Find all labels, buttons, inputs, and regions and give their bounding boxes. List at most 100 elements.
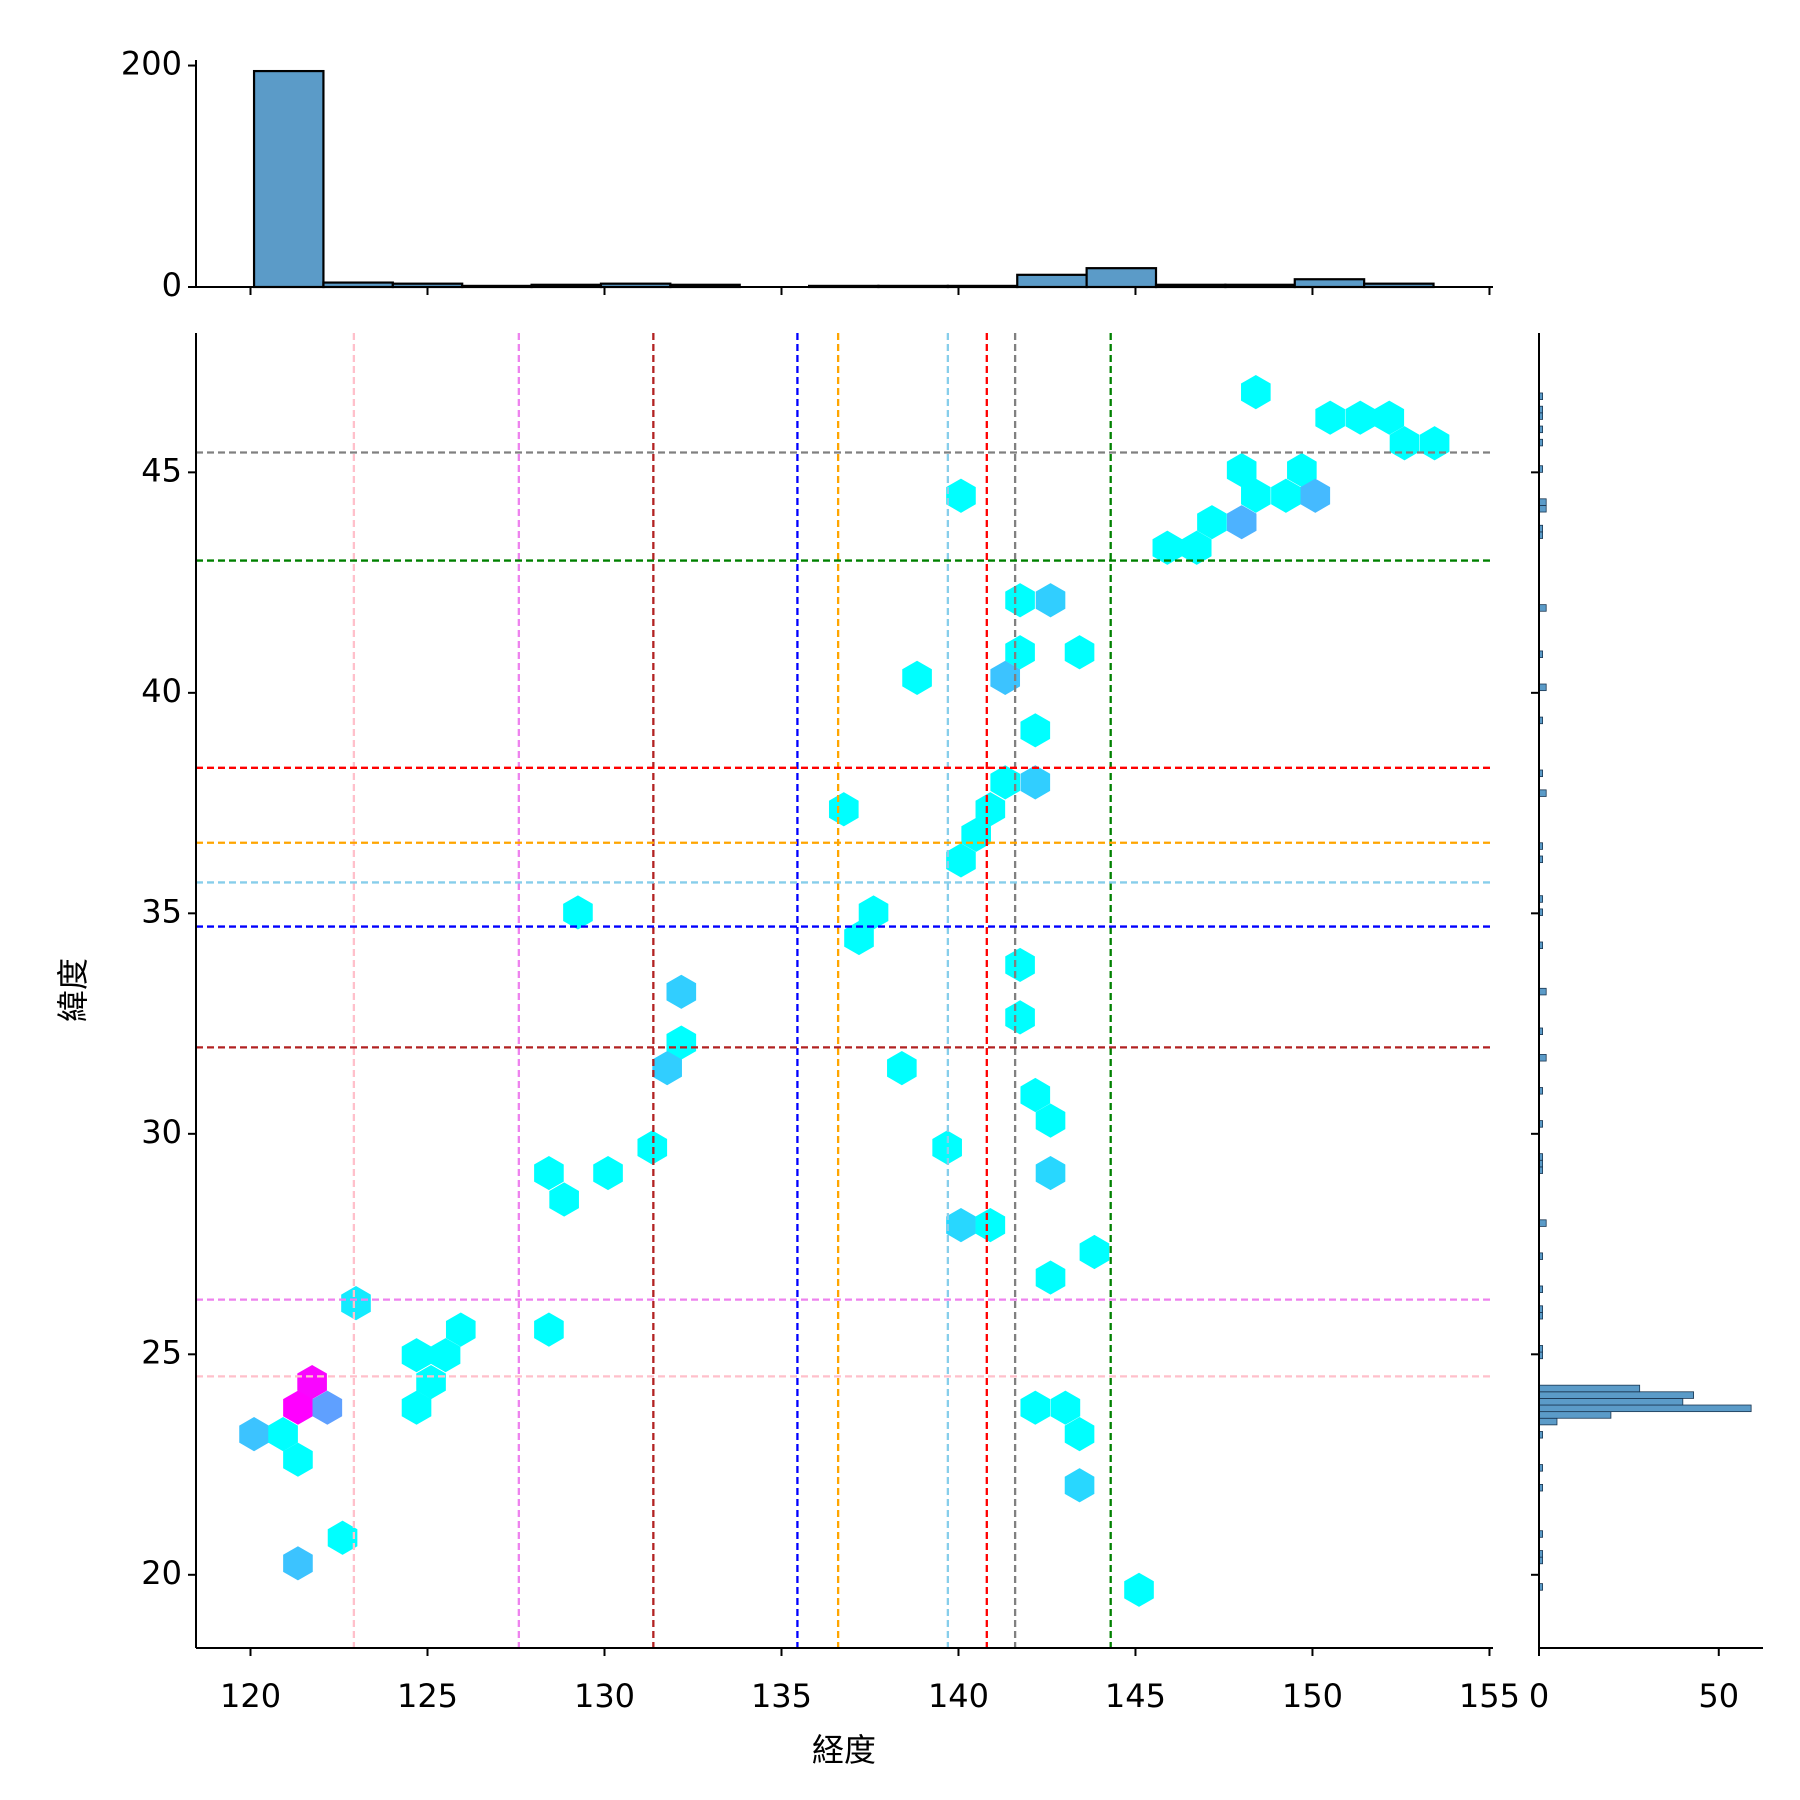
histogram-bar: [1538, 683, 1547, 692]
hexbin-cell: [946, 478, 976, 513]
hexbin-cell: [1300, 478, 1331, 513]
hexbin-cell: [593, 1155, 623, 1191]
hexbin-cell: [430, 1338, 461, 1373]
hexbin-cell: [652, 1051, 682, 1086]
hexbin-cell: [297, 1364, 327, 1400]
y-axis-label: 緯度: [54, 958, 92, 1022]
hexbin-cell: [1050, 1390, 1081, 1425]
hexbin-cell: [268, 1417, 298, 1452]
hexbin-cell: [666, 974, 697, 1009]
hexbin-cell: [1005, 1000, 1035, 1035]
histogram-bar: [1538, 505, 1547, 513]
hexbin-cell: [1064, 1468, 1095, 1503]
hexbin-cell: [1005, 635, 1035, 670]
x-tick-label: 135: [751, 1677, 812, 1715]
hexbin-cell: [1020, 765, 1051, 800]
histogram-bar: [252, 69, 325, 289]
histogram-bar: [1538, 1411, 1612, 1419]
hexbin-cell: [828, 792, 859, 827]
histogram-bar: [1538, 987, 1547, 996]
y-tick-label: 20: [141, 1554, 182, 1592]
hexbin-cell: [1064, 635, 1095, 670]
hexbin-cell: [534, 1312, 564, 1347]
histogram-bar: [1538, 1404, 1752, 1413]
hexbin-cell: [946, 843, 976, 878]
histogram-bar: [1538, 1398, 1684, 1406]
x-tick-label: 0: [1529, 1677, 1549, 1715]
hexbin-cell: [666, 1025, 697, 1060]
y-tick-label: 40: [141, 672, 182, 710]
y-tick-label: 25: [141, 1333, 182, 1371]
hexbin-cell: [1035, 1103, 1066, 1138]
x-tick-label: 125: [397, 1677, 458, 1715]
x-tick-label: 130: [574, 1677, 635, 1715]
hexbin-cell: [975, 792, 1006, 827]
hexbin-cell: [1287, 453, 1317, 488]
x-axis-label: 経度: [812, 1731, 876, 1769]
histogram-bar: [1538, 1384, 1641, 1393]
histogram-bar: [1538, 1417, 1558, 1426]
hexbin-cell: [1374, 400, 1405, 435]
hexbin-cell: [1124, 1572, 1154, 1607]
hexbin-cell: [1241, 478, 1271, 513]
hexbin-cell: [990, 765, 1021, 800]
hexbin-cell: [445, 1312, 476, 1347]
hexbin-cell: [858, 895, 889, 930]
hexbin-cell: [563, 895, 593, 930]
histogram-bar: [1293, 278, 1366, 289]
hexbin-cell: [1005, 947, 1035, 983]
hexbin-cell: [401, 1338, 432, 1373]
hexbin-cell: [1241, 374, 1271, 410]
hexbin-cell: [341, 1286, 371, 1321]
hexbin-cell: [1226, 505, 1257, 540]
x-tick-label: 120: [220, 1677, 281, 1715]
hexbin-cell: [844, 920, 874, 956]
histogram-bar: [1538, 1054, 1547, 1062]
hexbin-cell: [1315, 400, 1345, 435]
hexbin-cell: [1020, 1077, 1051, 1113]
histogram-bar: [1016, 273, 1088, 289]
x-tick-label: 150: [1282, 1677, 1343, 1715]
y-tick-label: 0: [162, 266, 182, 304]
hexbin-cell: [1181, 530, 1212, 565]
hexbin-cell: [534, 1155, 564, 1191]
y-tick-label: 30: [141, 1113, 182, 1151]
x-tick-label: 50: [1698, 1677, 1739, 1715]
hexbin-cell: [416, 1364, 446, 1400]
hexbin-cell: [239, 1417, 269, 1452]
histogram-bar: [1538, 604, 1547, 612]
x-tick-label: 145: [1105, 1677, 1166, 1715]
hexbin-cell: [283, 1390, 313, 1425]
histogram-bar: [1538, 1219, 1547, 1227]
hexbin-cell: [1197, 505, 1227, 540]
hexbin-cell: [990, 660, 1021, 695]
hexbin-cell: [1020, 1390, 1051, 1425]
y-tick-label: 200: [121, 45, 182, 83]
histogram-bar: [1085, 267, 1158, 289]
hexbin-cell: [1271, 478, 1301, 513]
histogram-bar: [1538, 1391, 1695, 1399]
hexbin-cell: [1005, 583, 1035, 618]
hexbin-cell: [1226, 453, 1257, 488]
hexbin-cell: [283, 1546, 313, 1581]
hexbin-cell: [1035, 1260, 1066, 1295]
hexbin-cell: [312, 1390, 343, 1425]
y-tick-label: 45: [141, 451, 182, 489]
histogram-bar: [1538, 789, 1547, 797]
hexbin-cell: [327, 1520, 358, 1555]
hexbin-cell: [902, 660, 932, 695]
x-tick-label: 140: [928, 1677, 989, 1715]
x-tick-label: 155: [1459, 1677, 1520, 1715]
hexbin-cell: [1035, 583, 1066, 618]
hexbin-cell: [283, 1442, 313, 1477]
hexbin-cell: [1152, 530, 1183, 565]
hexbin-cell: [1035, 1155, 1066, 1191]
hexbin-cell: [1345, 400, 1376, 435]
hexbin-cell: [1064, 1417, 1095, 1452]
hexbin-cell: [975, 1208, 1006, 1243]
hexbin-cell: [946, 1208, 976, 1243]
hexbin-cell: [1079, 1234, 1110, 1270]
